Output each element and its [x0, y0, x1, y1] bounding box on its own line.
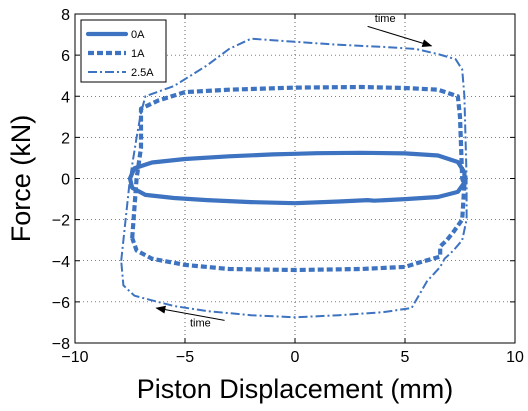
series-line-1A — [130, 84, 467, 273]
y-tick-label: −8 — [52, 336, 70, 353]
x-tick-label: −10 — [61, 349, 88, 366]
x-tick-label: −5 — [176, 349, 194, 366]
y-axis-title: Force (kN) — [6, 115, 36, 243]
series-line-2-5A — [120, 37, 468, 319]
legend-label: 0A — [131, 29, 145, 41]
legend: 0A 1A 2.5A — [80, 19, 167, 83]
series-line-0A — [127, 150, 467, 206]
tick-layer: −10 −5 0 5 10 −8 −6 −4 −2 0 2 4 6 8 — [52, 7, 524, 366]
x-axis-title: Piston Displacement (mm) — [137, 374, 454, 404]
time-arrow-2 — [155, 305, 225, 321]
y-tick-label: 0 — [61, 172, 70, 189]
grid-layer — [75, 14, 515, 343]
legend-label: 2.5A — [131, 67, 154, 79]
legend-label: 1A — [131, 48, 145, 60]
y-tick-label: −6 — [52, 295, 70, 312]
x-tick-label: 5 — [401, 349, 410, 366]
annotation-layer: time time — [155, 13, 433, 330]
time-annotation-label: time — [190, 318, 211, 330]
y-tick-label: 6 — [61, 48, 70, 65]
y-tick-label: 2 — [61, 130, 70, 147]
y-tick-label: −2 — [52, 213, 70, 230]
y-tick-label: 4 — [61, 89, 70, 106]
x-tick-label: 0 — [291, 349, 300, 366]
time-arrow-1 — [367, 25, 433, 48]
time-annotation-label: time — [375, 13, 396, 25]
y-tick-label: −4 — [52, 254, 70, 271]
x-tick-label: 10 — [506, 349, 524, 366]
series-layer — [120, 37, 468, 319]
y-tick-label: 8 — [61, 7, 70, 24]
